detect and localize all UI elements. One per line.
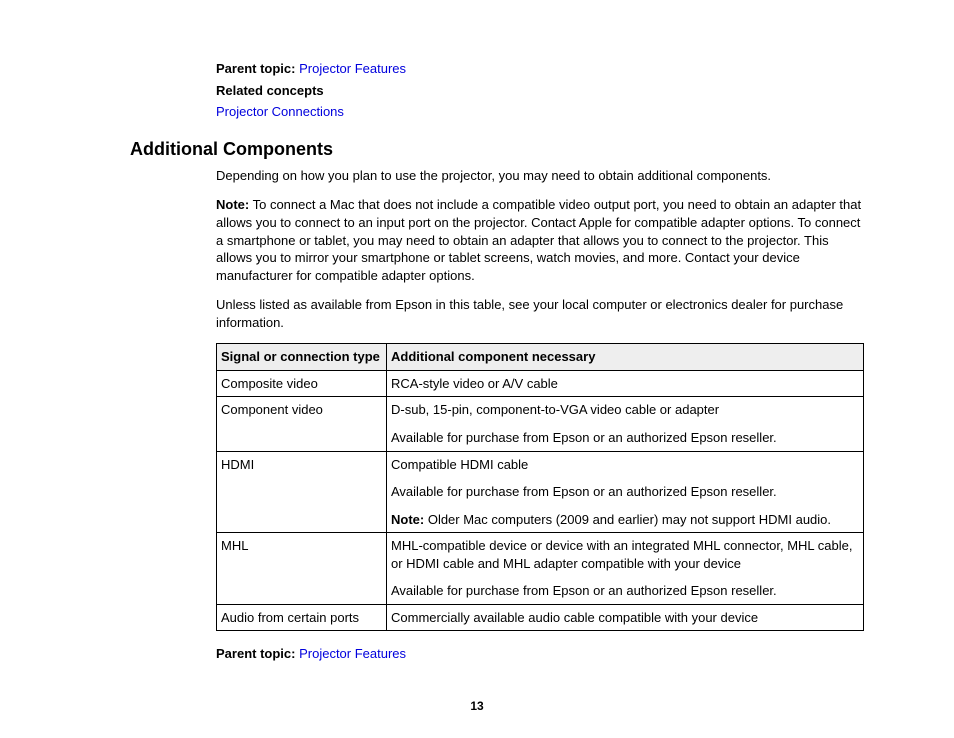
table-row: MHL MHL-compatible device or device with… bbox=[217, 533, 864, 605]
intro-paragraph: Depending on how you plan to use the pro… bbox=[216, 167, 864, 185]
cell-line: Compatible HDMI cable bbox=[391, 456, 859, 474]
table-header-signal: Signal or connection type bbox=[217, 344, 387, 371]
cell-line: RCA-style video or A/V cable bbox=[391, 375, 859, 393]
cell-line: Available for purchase from Epson or an … bbox=[391, 483, 859, 501]
table-row: Component video D-sub, 15-pin, component… bbox=[217, 397, 864, 451]
cell-line: MHL-compatible device or device with an … bbox=[391, 537, 859, 572]
cell-line: Commercially available audio cable compa… bbox=[391, 609, 859, 627]
table-header-row: Signal or connection type Additional com… bbox=[217, 344, 864, 371]
note-label: Note: bbox=[216, 197, 249, 212]
document-page: Parent topic: Projector Features Related… bbox=[0, 0, 954, 738]
cell-component: MHL-compatible device or device with an … bbox=[387, 533, 864, 605]
parent-topic-line: Parent topic: Projector Features bbox=[216, 60, 864, 78]
cell-signal: Audio from certain ports bbox=[217, 604, 387, 631]
related-concepts-link-line: Projector Connections bbox=[216, 103, 864, 121]
cell-note-body: Older Mac computers (2009 and earlier) m… bbox=[424, 512, 831, 527]
note-paragraph: Note: To connect a Mac that does not inc… bbox=[216, 196, 864, 284]
cell-signal: MHL bbox=[217, 533, 387, 605]
top-metadata-block: Parent topic: Projector Features Related… bbox=[216, 60, 864, 121]
cell-signal: HDMI bbox=[217, 451, 387, 533]
related-concepts-label: Related concepts bbox=[216, 82, 864, 100]
pre-table-paragraph: Unless listed as available from Epson in… bbox=[216, 296, 864, 331]
cell-component: Commercially available audio cable compa… bbox=[387, 604, 864, 631]
note-body: To connect a Mac that does not include a… bbox=[216, 197, 861, 282]
parent-topic-link[interactable]: Projector Features bbox=[299, 61, 406, 76]
cell-note-label: Note: bbox=[391, 512, 424, 527]
table-row: Audio from certain ports Commercially av… bbox=[217, 604, 864, 631]
cell-line: Available for purchase from Epson or an … bbox=[391, 582, 859, 600]
table-row: HDMI Compatible HDMI cable Available for… bbox=[217, 451, 864, 533]
cell-signal: Composite video bbox=[217, 370, 387, 397]
cell-line: D-sub, 15-pin, component-to-VGA video ca… bbox=[391, 401, 859, 419]
cell-signal: Component video bbox=[217, 397, 387, 451]
cell-component: D-sub, 15-pin, component-to-VGA video ca… bbox=[387, 397, 864, 451]
table-row: Composite video RCA-style video or A/V c… bbox=[217, 370, 864, 397]
parent-topic-label: Parent topic: bbox=[216, 61, 295, 76]
parent-topic-label: Parent topic: bbox=[216, 646, 295, 661]
cell-component: RCA-style video or A/V cable bbox=[387, 370, 864, 397]
cell-component: Compatible HDMI cable Available for purc… bbox=[387, 451, 864, 533]
page-number: 13 bbox=[0, 698, 954, 714]
cell-line: Available for purchase from Epson or an … bbox=[391, 429, 859, 447]
parent-topic-link[interactable]: Projector Features bbox=[299, 646, 406, 661]
components-table: Signal or connection type Additional com… bbox=[216, 343, 864, 631]
related-concepts-link[interactable]: Projector Connections bbox=[216, 104, 344, 119]
section-title: Additional Components bbox=[130, 137, 864, 161]
table-header-component: Additional component necessary bbox=[387, 344, 864, 371]
section-body: Depending on how you plan to use the pro… bbox=[216, 167, 864, 663]
bottom-parent-topic-line: Parent topic: Projector Features bbox=[216, 645, 864, 663]
cell-note: Note: Older Mac computers (2009 and earl… bbox=[391, 511, 859, 529]
